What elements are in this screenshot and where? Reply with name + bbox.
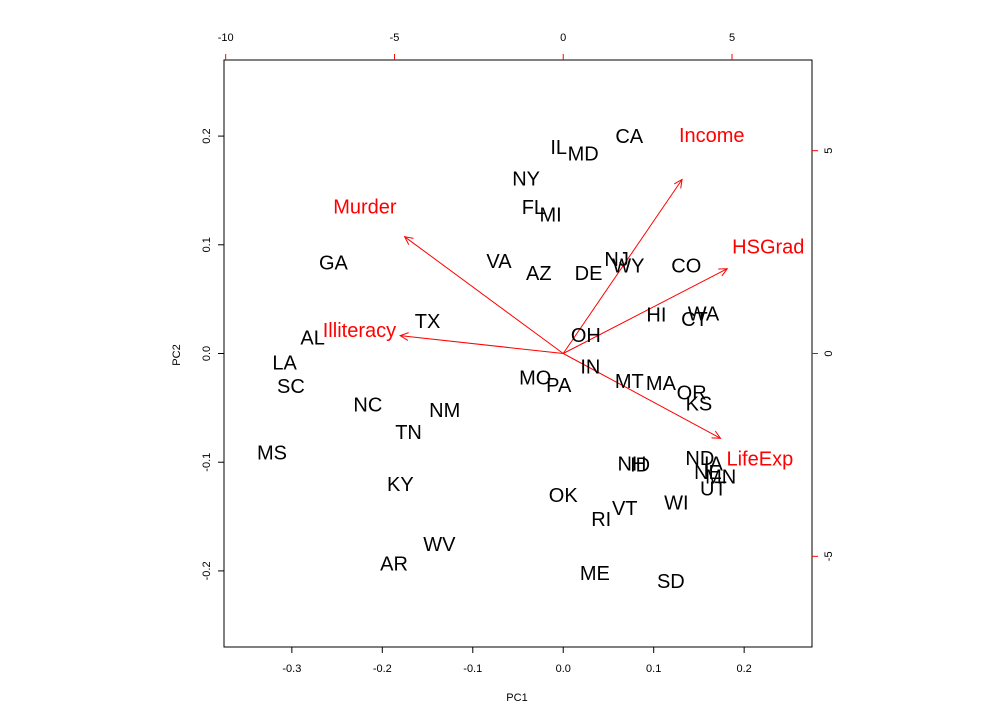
variable-label-murder: Murder — [333, 196, 397, 218]
state-label-ny: NY — [512, 169, 540, 191]
bottom-tick-label: -0.2 — [373, 663, 392, 675]
state-label-hi: HI — [646, 304, 666, 326]
state-label-ky: KY — [387, 474, 414, 496]
arrowhead-murder — [403, 236, 414, 245]
arrow-murder — [404, 236, 564, 354]
state-label-co: CO — [671, 256, 701, 278]
variable-label-illiteracy: Illiteracy — [323, 320, 396, 342]
state-label-md: MD — [568, 144, 599, 166]
left-axis: -0.2 -0.1 0.0 0.1 0.2 — [201, 128, 224, 580]
state-label-fl: FL — [522, 197, 545, 219]
state-label-wy: WY — [612, 256, 644, 278]
state-label-vt: VT — [612, 498, 638, 520]
state-label-oh: OH — [571, 325, 601, 347]
left-tick-label: -0.1 — [201, 453, 213, 472]
state-label-wi: WI — [664, 493, 688, 515]
state-label-ne: NE — [694, 462, 722, 484]
top-tick-label: -10 — [218, 32, 234, 44]
state-label-ca: CA — [615, 126, 643, 148]
state-label-sc: SC — [277, 376, 305, 398]
state-label-ok: OK — [549, 485, 579, 507]
right-tick-label: 5 — [823, 148, 835, 154]
bottom-tick-label: -0.3 — [282, 663, 301, 675]
left-tick-label: -0.2 — [201, 561, 213, 580]
state-label-mt: MT — [615, 371, 644, 393]
arrow-illiteracy — [400, 335, 564, 354]
plot-frame — [223, 59, 813, 648]
state-label-ms: MS — [257, 443, 287, 465]
arrowhead-lifeexp — [711, 430, 722, 439]
arrow-hsgrad — [563, 268, 728, 354]
right-tick-label: -5 — [823, 551, 835, 561]
top-tick-label: 0 — [560, 32, 566, 44]
bottom-tick-label: 0.0 — [556, 663, 571, 675]
variable-label-income: Income — [679, 125, 745, 147]
state-label-mo: MO — [519, 368, 551, 390]
state-label-tn: TN — [395, 422, 422, 444]
state-label-ia: IA — [704, 453, 724, 475]
left-tick-label: 0.1 — [201, 237, 213, 252]
state-label-ct: CT — [681, 309, 708, 331]
state-label-va: VA — [486, 251, 512, 273]
state-label-nj: NJ — [604, 249, 628, 271]
state-label-mi: MI — [539, 204, 561, 226]
top-tick-label: -5 — [390, 32, 400, 44]
plot-box — [223, 59, 813, 648]
state-label-wa: WA — [688, 303, 720, 325]
state-label-ks: KS — [686, 394, 713, 416]
variable-arrows — [399, 178, 729, 439]
arrow-lifeexp — [562, 353, 721, 439]
state-label-id: ID — [630, 454, 650, 476]
state-label-ri: RI — [591, 509, 611, 531]
y-axis-title: PC2 — [171, 344, 183, 365]
arrowhead-illiteracy — [399, 332, 409, 341]
state-label-nc: NC — [353, 395, 382, 417]
state-label-nd: ND — [685, 448, 714, 470]
state-label-ut: UT — [700, 478, 727, 500]
state-label-nm: NM — [429, 400, 460, 422]
state-label-in: IN — [580, 357, 600, 379]
left-tick-label: 0.2 — [201, 128, 213, 143]
state-label-or: OR — [677, 383, 707, 405]
top-tick-label: 5 — [729, 32, 735, 44]
bottom-axis: -0.3 -0.2 -0.1 0.0 0.1 0.2 — [282, 647, 752, 675]
bottom-tick-label: 0.1 — [646, 663, 661, 675]
state-label-sd: SD — [657, 571, 685, 593]
bottom-tick-label: 0.2 — [737, 663, 752, 675]
arrowhead-hsgrad — [718, 268, 729, 277]
state-label-il: IL — [550, 137, 567, 159]
state-label-al: AL — [300, 327, 324, 349]
bottom-tick-label: -0.1 — [463, 663, 482, 675]
state-label-nh: NH — [618, 453, 647, 475]
variable-label-hsgrad: HSGrad — [732, 237, 804, 259]
variable-label-lifeexp: LifeExp — [726, 448, 793, 470]
state-label-ar: AR — [380, 553, 408, 575]
state-label-ma: MA — [646, 373, 677, 395]
variable-labels: Income Murder HSGrad Illiteracy LifeExp — [323, 125, 805, 470]
x-axis-title: PC1 — [506, 692, 527, 704]
arrowhead-income — [673, 178, 683, 189]
right-tick-label: 0 — [823, 350, 835, 356]
top-axis: -10 -5 0 5 — [218, 32, 735, 60]
right-axis: -5 0 5 — [812, 148, 835, 561]
state-label-mn: MN — [705, 466, 736, 488]
state-label-ga: GA — [319, 252, 349, 274]
state-label-wv: WV — [423, 534, 456, 556]
arrow-income — [562, 179, 683, 354]
state-label-de: DE — [575, 263, 603, 285]
state-label-pa: PA — [546, 375, 572, 397]
left-tick-label: 0.0 — [201, 346, 213, 361]
state-label-tx: TX — [415, 311, 441, 333]
state-label-az: AZ — [526, 263, 552, 285]
state-label-me: ME — [580, 563, 610, 585]
state-label-la: LA — [272, 352, 297, 374]
